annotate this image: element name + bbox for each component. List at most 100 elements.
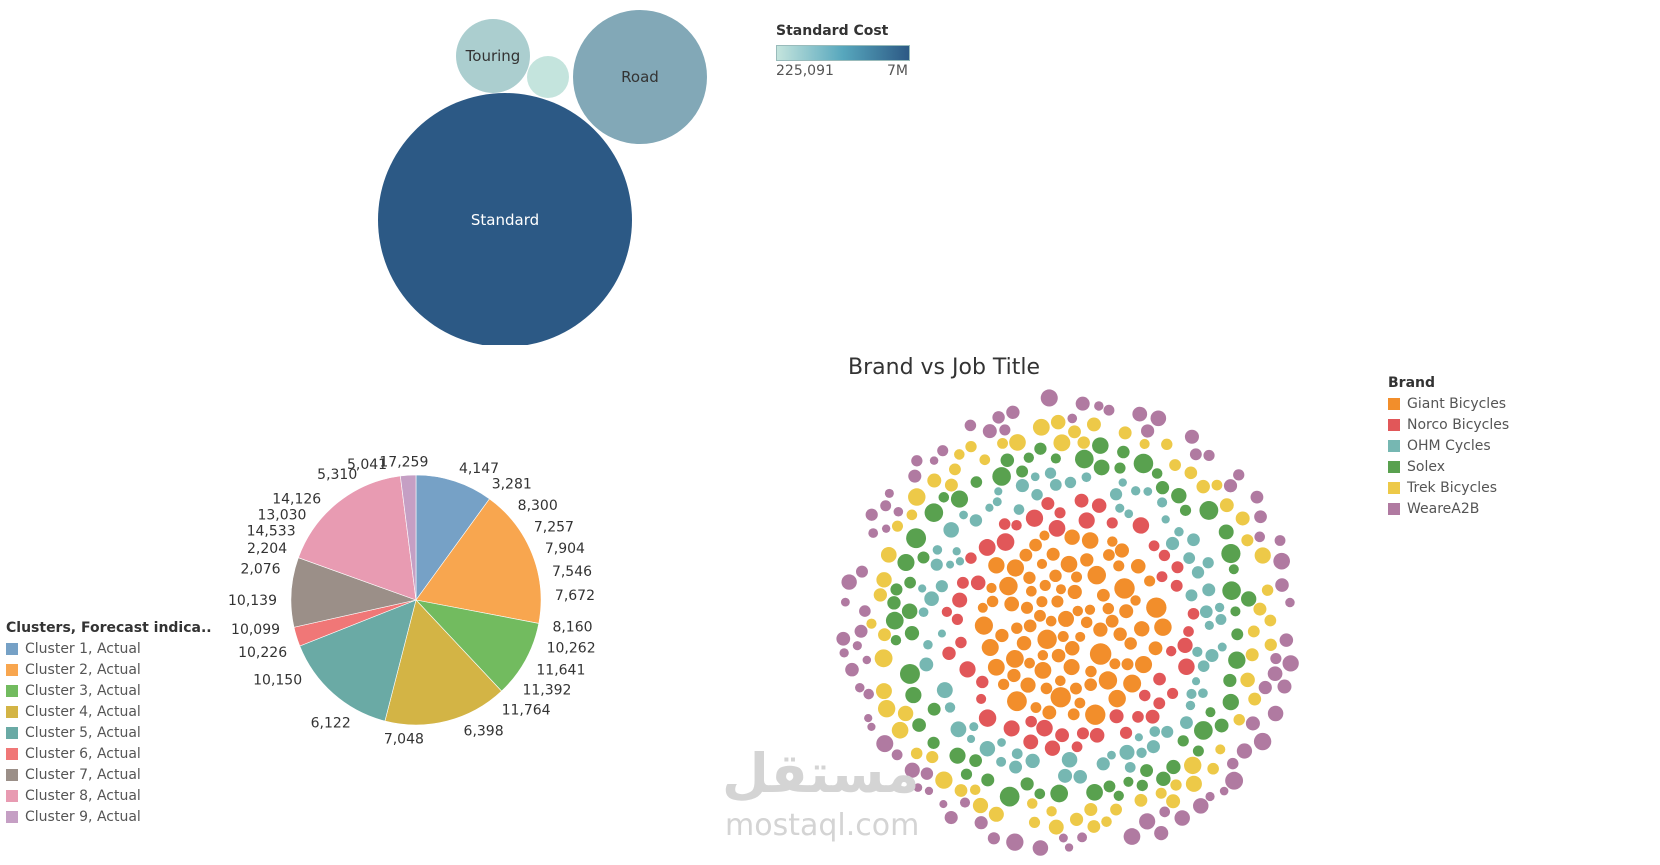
brand-bubble-giant-bicycles[interactable] (1107, 536, 1118, 547)
brand-bubble-wearea2b[interactable] (920, 767, 934, 780)
brand-bubble-ohm-cycles[interactable] (1134, 733, 1143, 742)
brand-bubble-wearea2b[interactable] (1040, 389, 1058, 407)
brand-bubble-wearea2b[interactable] (864, 713, 873, 723)
brand-bubble-norco-bicycles[interactable] (1145, 709, 1160, 724)
brand-bubble-wearea2b[interactable] (1233, 469, 1245, 481)
brand-bubble-solex[interactable] (917, 551, 930, 564)
brand-bubble-trek-bicycles[interactable] (926, 750, 939, 764)
brand-bubble-giant-bicycles[interactable] (1085, 704, 1106, 725)
brand-bubble-trek-bicycles[interactable] (935, 771, 953, 789)
brand-bubble-giant-bicycles[interactable] (997, 678, 1010, 690)
brand-bubble-wearea2b[interactable] (913, 783, 923, 792)
brand-bubble-norco-bicycles[interactable] (978, 709, 997, 727)
brand-bubble-giant-bicycles[interactable] (1114, 543, 1129, 558)
brand-bubble-ohm-cycles[interactable] (918, 584, 927, 593)
brand-bubble-giant-bicycles[interactable] (986, 582, 997, 594)
brand-bubble-wearea2b[interactable] (1064, 843, 1074, 852)
brand-bubble-solex[interactable] (949, 747, 966, 764)
brand-bubble-trek-bicycles[interactable] (897, 705, 914, 722)
brand-bubble-giant-bicycles[interactable] (995, 628, 1009, 643)
brand-bubble-wearea2b[interactable] (939, 800, 948, 809)
brand-bubble-giant-bicycles[interactable] (1134, 621, 1150, 637)
brand-bubble-norco-bicycles[interactable] (1078, 512, 1095, 529)
brand-bubble-giant-bicycles[interactable] (1130, 595, 1141, 606)
brand-bubble-giant-bicycles[interactable] (1004, 596, 1020, 612)
brand-bubble-solex[interactable] (981, 773, 995, 787)
brand-bubble-giant-bicycles[interactable] (1051, 648, 1066, 663)
brand-bubble-solex[interactable] (1228, 564, 1239, 575)
brand-bubble-solex[interactable] (1034, 788, 1046, 800)
brand-bubble-trek-bicycles[interactable] (1235, 511, 1250, 526)
brand-bubble-wearea2b[interactable] (1006, 405, 1020, 419)
brand-bubble-giant-bicycles[interactable] (987, 658, 1005, 676)
brand-bubble-norco-bicycles[interactable] (1089, 728, 1105, 743)
brand-bubble-trek-bicycles[interactable] (1207, 762, 1219, 775)
brand-bubble-norco-bicycles[interactable] (1074, 493, 1089, 508)
brand-bubble-giant-bicycles[interactable] (1109, 658, 1121, 670)
brand-bubble-solex[interactable] (1140, 764, 1154, 777)
bubble-unlabeled[interactable] (527, 56, 569, 98)
brand-bubble-giant-bicycles[interactable] (1102, 602, 1115, 615)
brand-bubble-solex[interactable] (1192, 745, 1204, 757)
brand-bubble-wearea2b[interactable] (999, 424, 1011, 436)
brand-bubble-trek-bicycles[interactable] (988, 806, 1004, 822)
brand-bubble-trek-bicycles[interactable] (1253, 602, 1267, 616)
brand-bubble-norco-bicycles[interactable] (998, 518, 1011, 530)
brand-bubble-ohm-cycles[interactable] (966, 734, 976, 744)
brand-bubble-wearea2b[interactable] (1189, 448, 1202, 461)
brand-bubble-trek-bicycles[interactable] (874, 649, 893, 668)
brand-bubble-solex[interactable] (897, 553, 915, 572)
brand-bubble-trek-bicycles[interactable] (1166, 794, 1181, 809)
brand-bubble-giant-bicycles[interactable] (1148, 641, 1163, 656)
brand-bubble-ohm-cycles[interactable] (1187, 533, 1200, 547)
brand-bubble-solex[interactable] (1241, 591, 1257, 607)
brand-bubble-wearea2b[interactable] (1067, 413, 1078, 424)
brand-bubble-giant-bicycles[interactable] (1067, 584, 1082, 600)
brand-bubble-ohm-cycles[interactable] (937, 629, 946, 638)
brand-bubble-ohm-cycles[interactable] (1174, 527, 1184, 537)
brand-bubble-trek-bicycles[interactable] (1248, 692, 1262, 706)
brand-bubble-ohm-cycles[interactable] (918, 607, 929, 618)
brand-bubble-wearea2b[interactable] (855, 682, 865, 693)
brand-bubble-wearea2b[interactable] (924, 786, 934, 796)
cluster-legend-item[interactable]: Cluster 9, Actual (6, 806, 212, 827)
bubble-standard[interactable] (378, 93, 632, 345)
brand-bubble-wearea2b[interactable] (1225, 771, 1244, 790)
brand-bubble-wearea2b[interactable] (1273, 552, 1290, 570)
brand-bubble-wearea2b[interactable] (964, 419, 977, 432)
brand-bubble-norco-bicycles[interactable] (1139, 689, 1151, 702)
brand-bubble-giant-bicycles[interactable] (1093, 622, 1108, 637)
brand-bubble-ohm-cycles[interactable] (1073, 770, 1087, 784)
brand-bubble-norco-bicycles[interactable] (1148, 540, 1160, 552)
brand-bubble-norco-bicycles[interactable] (1044, 740, 1061, 756)
brand-bubble-wearea2b[interactable] (1141, 424, 1155, 438)
brand-bubble-ohm-cycles[interactable] (1124, 509, 1134, 519)
cluster-legend-item[interactable]: Cluster 6, Actual (6, 743, 212, 764)
brand-bubble-trek-bicycles[interactable] (1211, 479, 1223, 491)
brand-bubble-ohm-cycles[interactable] (1165, 536, 1180, 551)
brand-bubble-ohm-cycles[interactable] (1064, 476, 1077, 489)
brand-bubble-giant-bicycles[interactable] (1144, 575, 1156, 587)
brand-bubble-trek-bicycles[interactable] (1241, 534, 1254, 547)
brand-bubble-wearea2b[interactable] (1254, 510, 1267, 524)
brand-bubble-wearea2b[interactable] (1006, 833, 1024, 851)
brand-bubble-giant-bicycles[interactable] (974, 616, 993, 635)
brand-bubble-ohm-cycles[interactable] (952, 547, 961, 556)
brand-bubble-trek-bicycles[interactable] (1247, 625, 1260, 638)
brand-bubble-ohm-cycles[interactable] (1161, 515, 1170, 524)
brand-bubble-norco-bicycles[interactable] (1091, 498, 1107, 513)
brand-bubble-ohm-cycles[interactable] (1025, 753, 1040, 769)
brand-bubble-ohm-cycles[interactable] (946, 560, 955, 569)
brand-bubble-solex[interactable] (901, 603, 918, 620)
brand-bubble-ohm-cycles[interactable] (944, 702, 956, 713)
brand-bubble-wearea2b[interactable] (867, 722, 876, 732)
brand-bubble-ohm-cycles[interactable] (959, 510, 968, 520)
brand-bubble-ohm-cycles[interactable] (935, 580, 948, 593)
pie-slice-cluster-3[interactable] (415, 599, 540, 692)
brand-bubble-trek-bicycles[interactable] (954, 449, 965, 460)
brand-bubble-solex[interactable] (1050, 453, 1061, 464)
brand-bubble-wearea2b[interactable] (841, 574, 857, 590)
brand-bubble-giant-bicycles[interactable] (1085, 665, 1097, 678)
brand-bubble-wearea2b[interactable] (852, 641, 862, 651)
brand-bubble-norco-bicycles[interactable] (1171, 561, 1184, 574)
